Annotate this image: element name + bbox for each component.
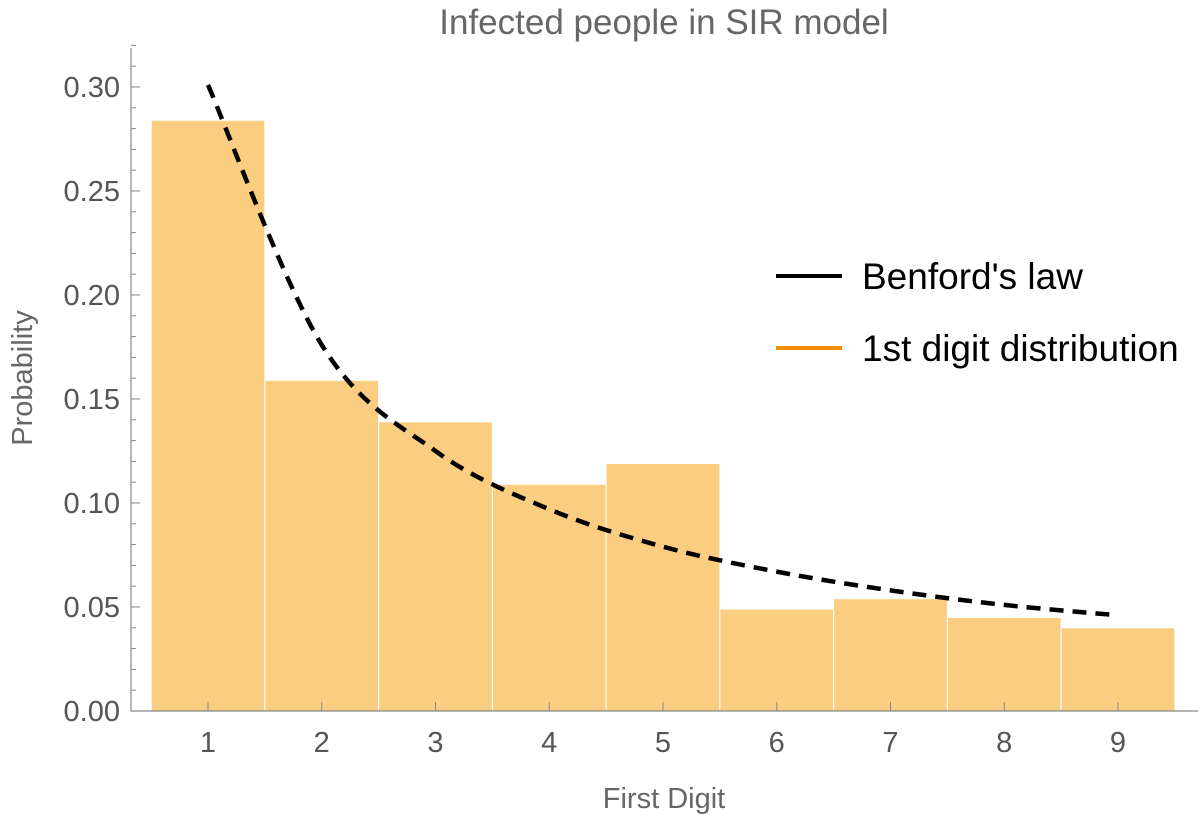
y-tick-label: 0.25 bbox=[64, 176, 120, 208]
x-axis-label: First Digit bbox=[603, 783, 725, 815]
benford-line-layer bbox=[205, 84, 1119, 618]
legend-label: Benford's law bbox=[862, 256, 1083, 297]
x-tick-label: 6 bbox=[769, 727, 785, 759]
bar-8 bbox=[946, 616, 1062, 712]
y-tick-label: 0.15 bbox=[64, 384, 120, 416]
bars-layer bbox=[150, 119, 1176, 712]
y-tick-label: 0.05 bbox=[64, 592, 120, 624]
x-tick-label: 8 bbox=[996, 727, 1012, 759]
bar-4 bbox=[491, 483, 607, 712]
x-tick-label: 7 bbox=[882, 727, 898, 759]
x-tick-label: 2 bbox=[314, 727, 330, 759]
y-axis-label: Probability bbox=[7, 310, 39, 446]
y-tick-label: 0.20 bbox=[64, 280, 120, 312]
y-tick-label: 0.00 bbox=[64, 696, 120, 728]
bar-1 bbox=[150, 119, 266, 712]
legend: Benford's law 1st digit distribution bbox=[776, 256, 1179, 369]
y-tick-label: 0.10 bbox=[64, 488, 120, 520]
x-tick-label: 9 bbox=[1110, 727, 1126, 759]
bar-6 bbox=[719, 608, 835, 712]
x-tick-label: 5 bbox=[655, 727, 671, 759]
benford-line bbox=[205, 84, 1119, 618]
axes-layer: 0.00 0.05 0.10 0.15 0.20 0.25 0.30 1 2 3 4 5 6 7 8 9 bbox=[64, 44, 1198, 759]
x-tick-label: 3 bbox=[427, 727, 443, 759]
bar-3 bbox=[378, 421, 493, 712]
bar-2 bbox=[264, 379, 380, 712]
bar-9 bbox=[1060, 627, 1176, 712]
bar-5 bbox=[605, 462, 721, 712]
legend-label: 1st digit distribution bbox=[862, 328, 1179, 369]
chart-title: Infected people in SIR model bbox=[439, 3, 888, 42]
x-tick-label: 1 bbox=[200, 727, 216, 759]
bar-7 bbox=[833, 598, 948, 712]
x-tick-label: 4 bbox=[541, 727, 557, 759]
y-tick-label: 0.30 bbox=[64, 72, 120, 104]
